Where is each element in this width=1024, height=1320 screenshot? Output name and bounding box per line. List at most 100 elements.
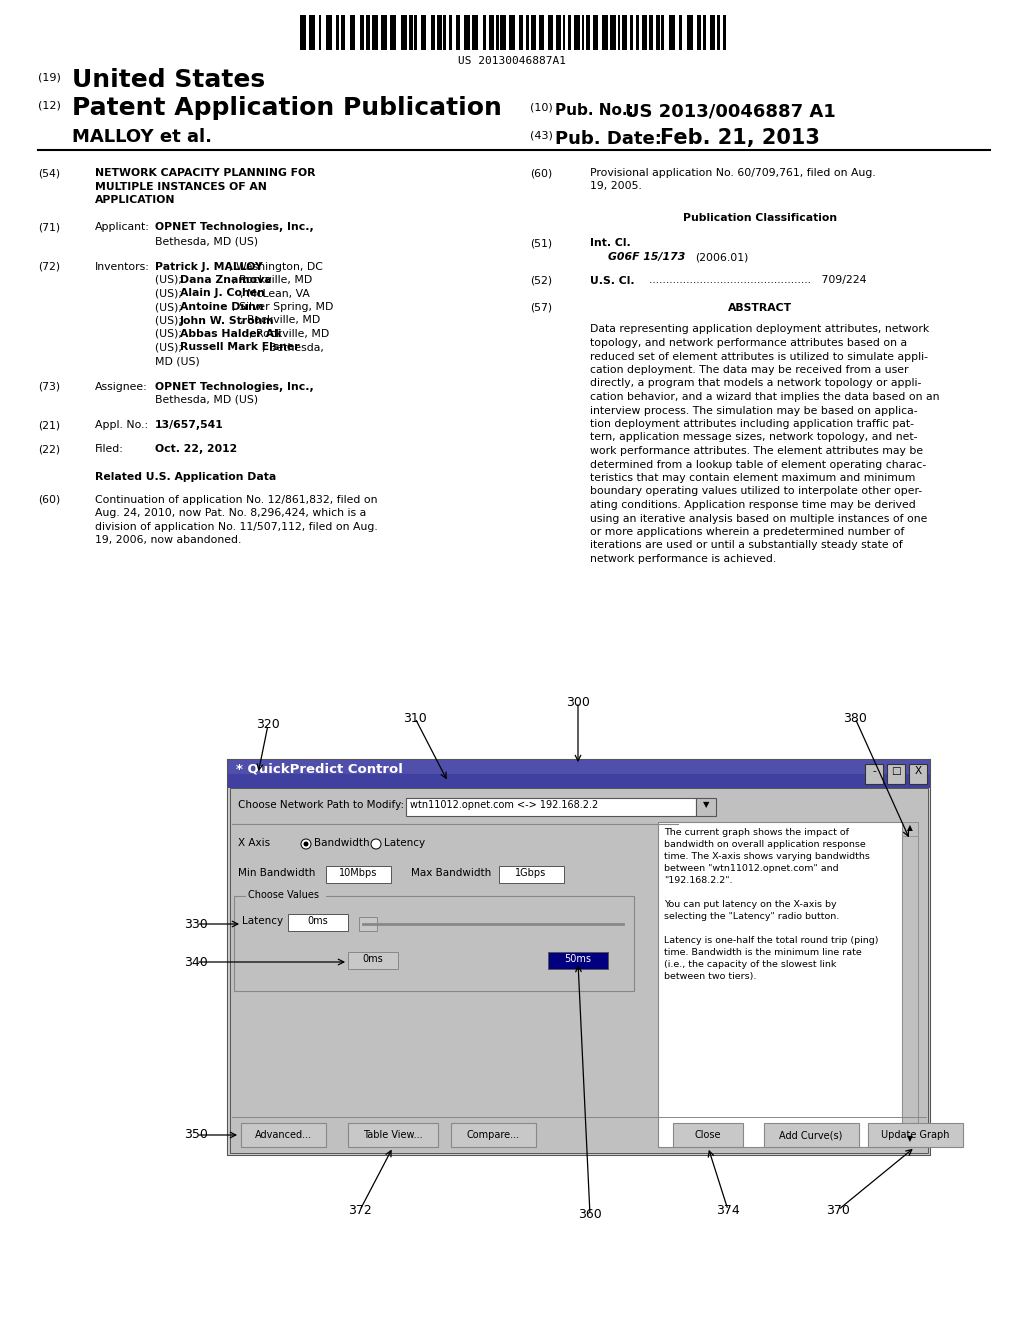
Text: 330: 330 (184, 917, 208, 931)
Text: cation behavior, and a wizard that implies the data based on an: cation behavior, and a wizard that impli… (590, 392, 939, 403)
Text: or more applications wherein a predetermined number of: or more applications wherein a predeterm… (590, 527, 904, 537)
Bar (573, 15, 580, 50)
Text: network performance is achieved.: network performance is achieved. (590, 554, 776, 564)
Bar (519, 15, 523, 50)
Text: NETWORK CAPACITY PLANNING FOR: NETWORK CAPACITY PLANNING FOR (95, 168, 315, 178)
Text: (US);: (US); (155, 275, 185, 285)
Bar (389, 15, 396, 50)
Bar (359, 917, 377, 931)
Text: tern, application message sizes, network topology, and net-: tern, application message sizes, network… (590, 433, 918, 442)
Text: Aug. 24, 2010, now Pat. No. 8,296,424, which is a: Aug. 24, 2010, now Pat. No. 8,296,424, w… (95, 508, 367, 519)
Bar (697, 15, 701, 50)
Bar (228, 788, 930, 1155)
Text: Related U.S. Application Data: Related U.S. Application Data (95, 471, 276, 482)
Text: X Axis: X Axis (238, 838, 270, 847)
Bar (288, 913, 348, 931)
Text: bandwidth on overall application response: bandwidth on overall application respons… (664, 840, 865, 849)
Bar (539, 15, 544, 50)
Bar (228, 760, 930, 1155)
Text: Int. Cl.: Int. Cl. (590, 239, 631, 248)
Text: , Washington, DC: , Washington, DC (229, 261, 323, 272)
Text: (60): (60) (38, 495, 60, 506)
Bar (230, 788, 928, 1152)
Text: Data representing application deployment attributes, network: Data representing application deployment… (590, 325, 929, 334)
Text: MALLOY et al.: MALLOY et al. (72, 128, 212, 147)
Circle shape (303, 842, 308, 846)
Text: U.S. Cl.: U.S. Cl. (590, 276, 635, 285)
Bar (228, 760, 930, 774)
Text: Applicant:: Applicant: (95, 223, 150, 232)
Bar (717, 15, 720, 50)
Bar (764, 1123, 859, 1147)
Bar (868, 1123, 963, 1147)
Text: Russell Mark Elsner: Russell Mark Elsner (179, 342, 299, 352)
Text: APPLICATION: APPLICATION (95, 195, 175, 205)
Bar (587, 15, 590, 50)
Text: wtn11012.opnet.com <-> 192.168.2.2: wtn11012.opnet.com <-> 192.168.2.2 (410, 800, 598, 810)
Text: , Rockville, MD: , Rockville, MD (249, 329, 330, 339)
Text: G06F 15/173: G06F 15/173 (608, 252, 685, 261)
Bar (656, 15, 659, 50)
Bar (437, 15, 441, 50)
Text: Patrick J. MALLOY: Patrick J. MALLOY (155, 261, 263, 272)
Text: Pub. No.:: Pub. No.: (555, 103, 634, 117)
Bar (887, 764, 905, 784)
Text: (73): (73) (38, 381, 60, 392)
Text: , Rockville, MD: , Rockville, MD (241, 315, 321, 326)
Text: 1Gbps: 1Gbps (515, 869, 547, 878)
Bar (696, 799, 716, 816)
Bar (496, 15, 499, 50)
Text: 340: 340 (184, 956, 208, 969)
Text: (i.e., the capacity of the slowest link: (i.e., the capacity of the slowest link (664, 960, 837, 969)
Bar (902, 1133, 918, 1147)
Bar (409, 15, 413, 50)
Text: ating conditions. Application response time may be derived: ating conditions. Application response t… (590, 500, 915, 510)
Text: (60): (60) (530, 168, 552, 178)
Text: (US);: (US); (155, 342, 185, 352)
Text: time. The X-axis shows varying bandwidths: time. The X-axis shows varying bandwidth… (664, 851, 869, 861)
Text: Patent Application Publication: Patent Application Publication (72, 96, 502, 120)
Bar (909, 764, 927, 784)
Text: directly, a program that models a network topology or appli-: directly, a program that models a networ… (590, 379, 922, 388)
Text: Table View...: Table View... (364, 1130, 423, 1140)
Bar (500, 15, 506, 50)
Text: topology, and network performance attributes based on a: topology, and network performance attrib… (590, 338, 907, 348)
Bar (300, 15, 306, 50)
Bar (401, 15, 407, 50)
Text: OPNET Technologies, Inc.,: OPNET Technologies, Inc., (155, 381, 313, 392)
Bar (658, 822, 902, 1147)
Text: Add Curve(s): Add Curve(s) (779, 1130, 843, 1140)
Text: interview process. The simulation may be based on applica-: interview process. The simulation may be… (590, 405, 918, 416)
Text: (US);: (US); (155, 289, 185, 298)
Text: MULTIPLE INSTANCES OF AN: MULTIPLE INSTANCES OF AN (95, 181, 267, 191)
Text: Provisional application No. 60/709,761, filed on Aug.: Provisional application No. 60/709,761, … (590, 168, 876, 178)
Bar (548, 952, 608, 969)
Text: , Rockville, MD: , Rockville, MD (231, 275, 312, 285)
Bar (326, 15, 332, 50)
Text: (52): (52) (530, 276, 552, 285)
Text: Bethesda, MD (US): Bethesda, MD (US) (155, 236, 258, 246)
Text: tion deployment attributes including application traffic pat-: tion deployment attributes including app… (590, 418, 914, 429)
Bar (246, 888, 326, 902)
Bar (228, 760, 930, 788)
Text: 310: 310 (403, 711, 427, 725)
Bar (602, 15, 607, 50)
Text: "192.168.2.2".: "192.168.2.2". (664, 876, 732, 884)
Bar (618, 15, 621, 50)
Text: 350: 350 (184, 1129, 208, 1142)
Text: 320: 320 (256, 718, 280, 731)
Text: Dana Znamova: Dana Znamova (179, 275, 271, 285)
Bar (622, 15, 627, 50)
Text: Bethesda, MD (US): Bethesda, MD (US) (155, 395, 258, 405)
Text: * QuickPredict Control: * QuickPredict Control (236, 763, 402, 776)
Text: (54): (54) (38, 168, 60, 178)
Text: Choose Network Path to Modify:: Choose Network Path to Modify: (238, 800, 404, 810)
Bar (414, 15, 417, 50)
Text: -: - (872, 766, 876, 776)
Text: Compare...: Compare... (467, 1130, 519, 1140)
Text: 374: 374 (716, 1204, 740, 1217)
Text: 13/657,541: 13/657,541 (155, 421, 224, 430)
Text: (10): (10) (530, 103, 553, 114)
Text: work performance attributes. The element attributes may be: work performance attributes. The element… (590, 446, 923, 455)
Text: Feb. 21, 2013: Feb. 21, 2013 (660, 128, 820, 148)
